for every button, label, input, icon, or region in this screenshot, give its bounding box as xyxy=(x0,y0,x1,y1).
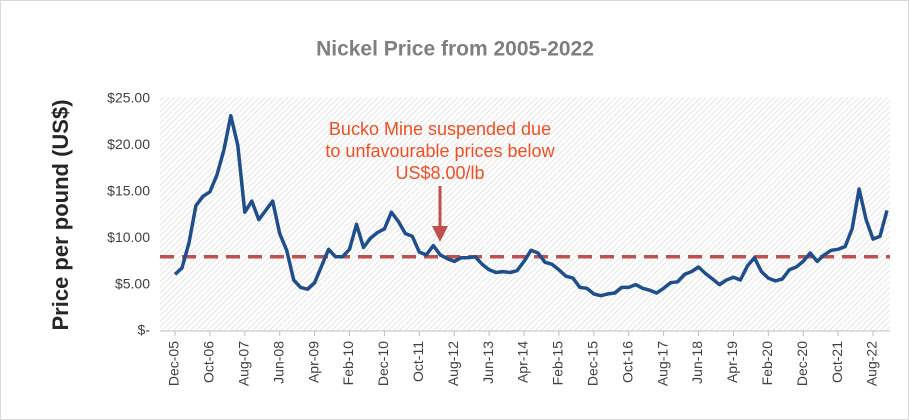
x-tick-label: Apr-19 xyxy=(724,341,740,383)
x-tick-label: Jun-08 xyxy=(270,341,286,384)
x-tick-label: Dec-10 xyxy=(375,341,391,386)
x-tick-label: Dec-15 xyxy=(585,341,601,386)
x-tick-label: Apr-09 xyxy=(305,341,321,383)
y-tick-label: $15.00 xyxy=(107,183,150,199)
plot-background xyxy=(160,97,890,331)
x-tick-label: Aug-17 xyxy=(654,341,670,386)
x-tick-label: Oct-21 xyxy=(829,341,845,383)
x-tick-label: Aug-07 xyxy=(236,341,252,386)
y-axis-label: Price per pound (US$) xyxy=(48,99,73,330)
x-tick-label: Feb-10 xyxy=(340,341,356,386)
y-tick-label: $5.00 xyxy=(115,275,150,291)
x-tick-label: Aug-12 xyxy=(445,341,461,386)
y-tick-label: $20.00 xyxy=(107,136,150,152)
annotation: Bucko Mine suspended due xyxy=(329,119,551,139)
x-tick-label: Apr-14 xyxy=(515,341,531,383)
x-tick-label: Dec-05 xyxy=(166,341,182,386)
y-tick-label: $10.00 xyxy=(107,229,150,245)
annotation-arrowhead xyxy=(432,226,448,242)
x-tick-label: Jun-13 xyxy=(480,341,496,384)
x-tick-label: Jun-18 xyxy=(689,341,705,384)
x-tick-label: Oct-06 xyxy=(201,341,217,383)
chart-title: Nickel Price from 2005-2022 xyxy=(316,38,594,61)
x-tick-label: Feb-15 xyxy=(550,341,566,386)
x-tick-label: Dec-20 xyxy=(794,341,810,386)
annotation: US$8.00/lb xyxy=(395,163,484,183)
annotation: to unfavourable prices below xyxy=(325,141,555,161)
y-tick-label: $- xyxy=(138,322,151,338)
x-tick-label: Aug-22 xyxy=(864,341,880,386)
y-tick-label: $25.00 xyxy=(107,90,150,106)
price-line xyxy=(173,113,889,298)
x-tick-label: Feb-20 xyxy=(759,341,775,386)
x-tick-label: Oct-16 xyxy=(619,341,635,383)
x-tick-label: Oct-11 xyxy=(410,341,426,382)
